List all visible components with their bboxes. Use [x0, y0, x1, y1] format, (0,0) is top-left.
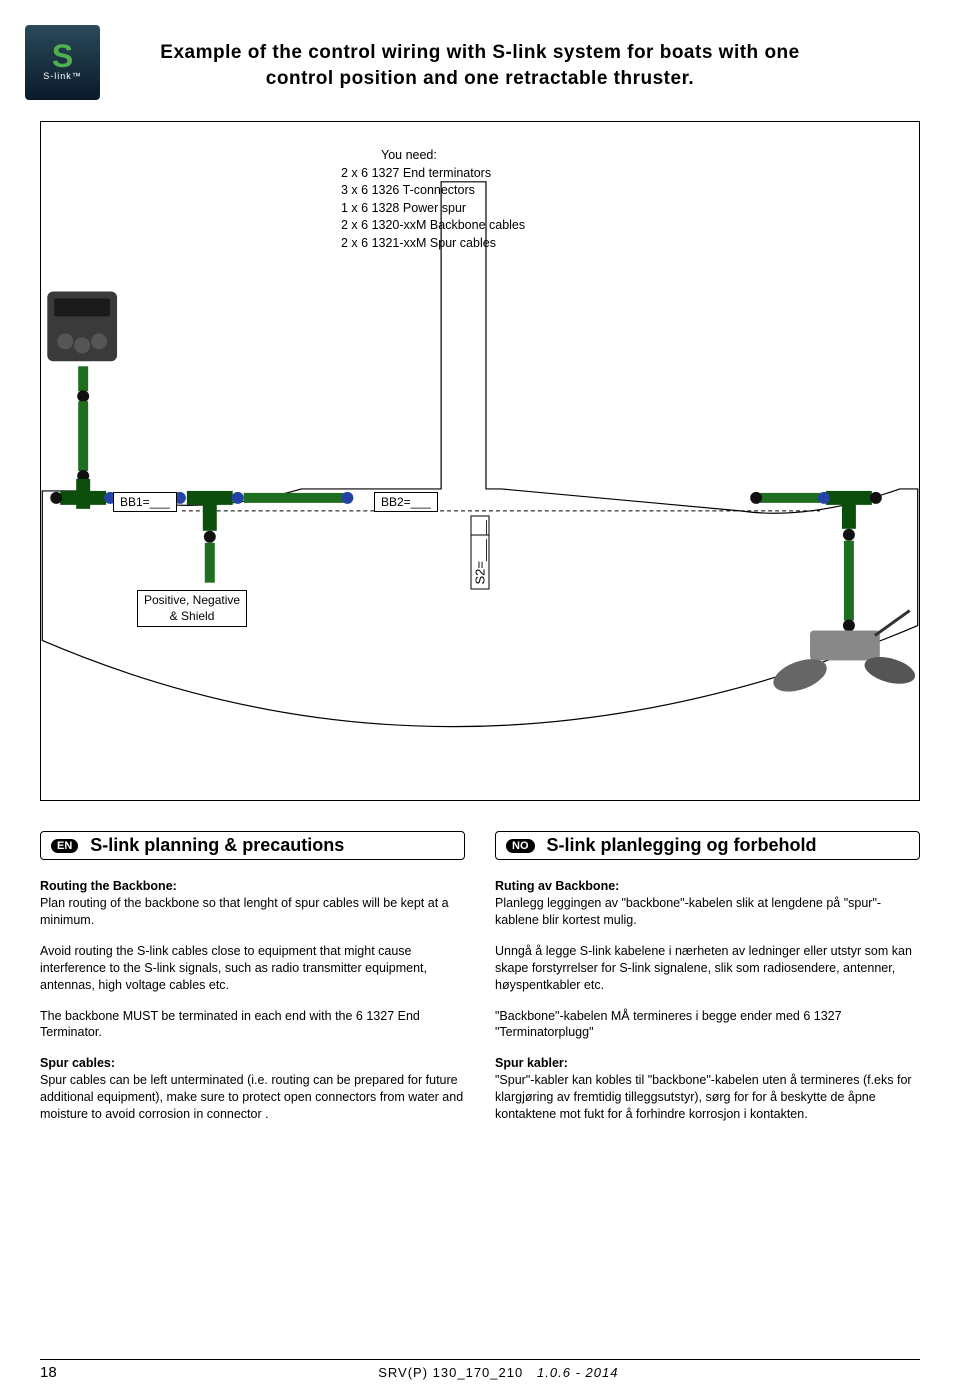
para: Avoid routing the S-link cables close to… [40, 943, 465, 994]
para: Unngå å legge S-link kabelene i nærheten… [495, 943, 920, 994]
lang-title-en: S-link planning & precautions [90, 835, 344, 856]
backbone-bb2 [232, 492, 354, 504]
page-number: 18 [40, 1364, 57, 1381]
t-connector-right [818, 491, 882, 529]
page-footer: 18 SRV(P) 130_170_210 1.0.6 - 2014 [40, 1359, 920, 1381]
spur-s2 [843, 529, 855, 632]
label-bb2: BB2=___ [374, 492, 438, 512]
para: Routing the Backbone:Plan routing of the… [40, 878, 465, 929]
column-en: EN S-link planning & precautions Routing… [40, 831, 465, 1137]
para: "Backbone"-kabelen MÅ termineres i begge… [495, 1008, 920, 1042]
logo-brand: S-link™ [43, 71, 82, 81]
doc-id: SRV(P) 130_170_210 1.0.6 - 2014 [77, 1365, 920, 1380]
para: Spur cables:Spur cables can be left unte… [40, 1055, 465, 1123]
lang-pill-no: NO [506, 839, 535, 853]
para: Spur kabler:"Spur"-kabler kan kobles til… [495, 1055, 920, 1123]
label-bb1: BB1=___ [113, 492, 177, 512]
backbone-right [750, 492, 820, 504]
lang-header-en: EN S-link planning & precautions [40, 831, 465, 860]
spur-s1 [77, 367, 89, 483]
t-connector-bb1 [50, 479, 116, 509]
text-columns: EN S-link planning & precautions Routing… [40, 831, 920, 1137]
s-link-logo: S S-link™ [25, 25, 100, 100]
label-s2: S2=___ [471, 121, 490, 590]
lang-title-no: S-link planlegging og forbehold [547, 835, 817, 856]
control-panel [47, 292, 117, 362]
label-pns: Positive, Negative & Shield [137, 590, 247, 627]
para: Ruting av Backbone:Planlegg leggingen av… [495, 878, 920, 929]
column-no: NO S-link planlegging og forbehold Rutin… [495, 831, 920, 1137]
t-connector-power [187, 491, 233, 583]
para: The backbone MUST be terminated in each … [40, 1008, 465, 1042]
logo-letter: S [52, 44, 73, 70]
lang-header-no: NO S-link planlegging og forbehold [495, 831, 920, 860]
page-title: Example of the control wiring with S-lin… [140, 40, 820, 91]
wiring-diagram: You need: 2 x 6 1327 End terminators 3 x… [40, 121, 920, 801]
lang-pill-en: EN [51, 839, 78, 853]
